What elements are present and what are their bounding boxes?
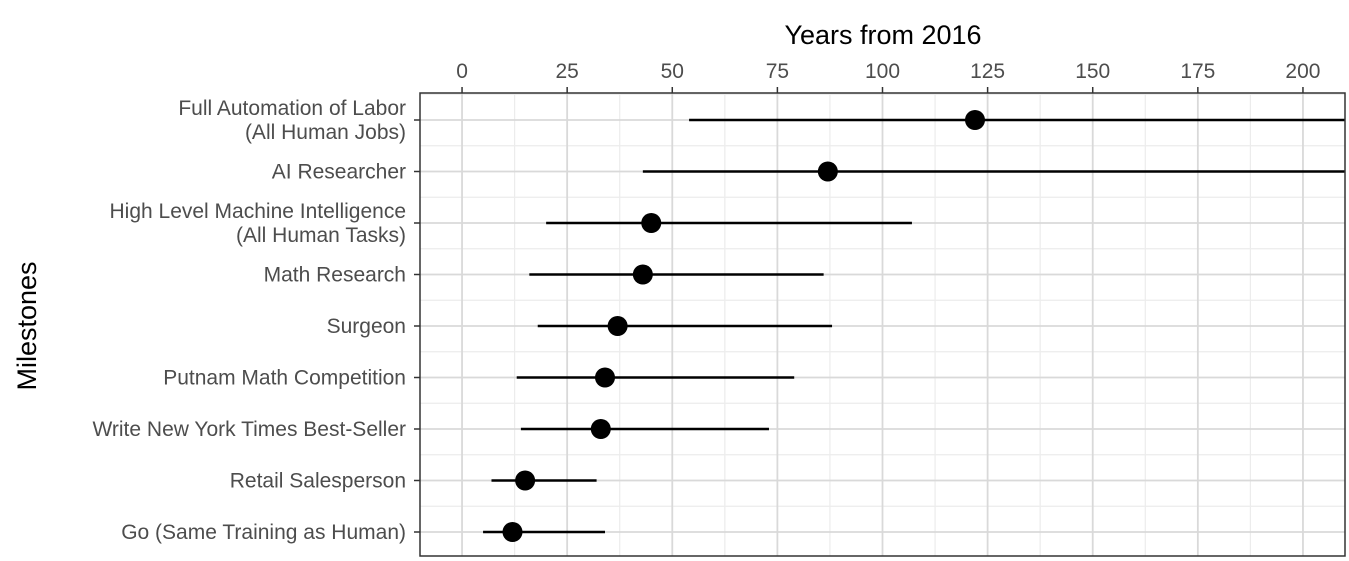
x-tick-label: 175 xyxy=(1180,60,1215,83)
intervals xyxy=(483,118,1345,534)
x-axis-title: Years from 2016 xyxy=(784,20,981,50)
y-axis-ticks: Full Automation of Labor (All Human Jobs)… xyxy=(92,97,420,544)
y-axis-title: Milestones xyxy=(12,261,42,390)
category-label: Full Automation of Labor (All Human Jobs) xyxy=(178,97,406,144)
x-tick-label: 150 xyxy=(1075,60,1110,83)
median-point xyxy=(502,522,523,542)
median-point xyxy=(632,264,653,285)
x-tick-label: 75 xyxy=(766,60,789,83)
category-label: Retail Salesperson xyxy=(230,470,406,493)
category-label: AI Researcher xyxy=(272,161,406,184)
x-tick-label: 50 xyxy=(661,60,684,83)
grid xyxy=(420,93,1345,556)
x-tick-label: 25 xyxy=(555,60,578,83)
x-tick-label: 200 xyxy=(1285,60,1320,83)
category-label: Math Research xyxy=(264,264,406,287)
median-point xyxy=(515,470,536,491)
median-point xyxy=(817,161,838,182)
category-label: High Level Machine Intelligence (All Huma… xyxy=(109,200,406,247)
category-label: Putnam Math Competition xyxy=(163,367,406,390)
median-point xyxy=(607,316,628,336)
median-point xyxy=(965,110,985,130)
category-label: Go (Same Training as Human) xyxy=(121,521,406,544)
category-label: Write New York Times Best-Seller xyxy=(92,418,406,441)
x-axis-ticks: 0 25 50 75 100 125 150 175 200 xyxy=(456,60,1320,93)
x-tick-label: 0 xyxy=(456,60,468,83)
points xyxy=(502,110,985,542)
category-label: Surgeon xyxy=(327,315,406,338)
median-point xyxy=(595,367,615,388)
x-tick-label: 100 xyxy=(865,60,900,83)
median-point xyxy=(641,213,662,233)
x-tick-label: 125 xyxy=(970,60,1005,83)
median-point xyxy=(590,419,611,439)
